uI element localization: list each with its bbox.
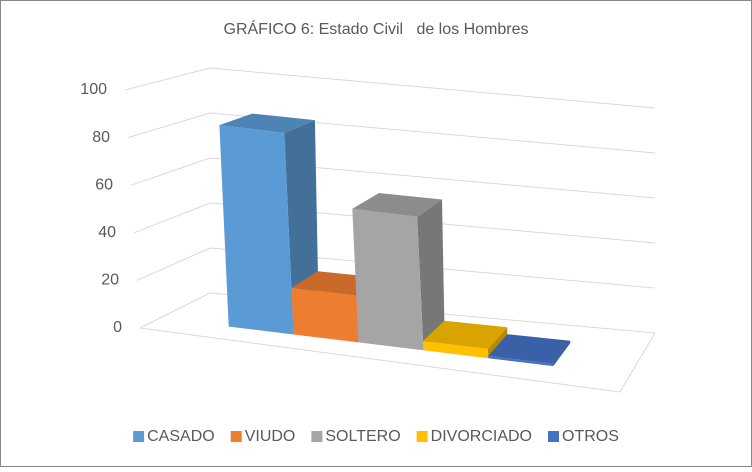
bar-top — [219, 113, 315, 133]
legend: CASADO VIUDO SOLTERO DIVORCIADO OTROS — [133, 428, 619, 445]
grid-line — [136, 247, 656, 289]
bar-side — [487, 327, 508, 359]
y-tick-label: 20 — [101, 272, 119, 289]
y-tick-label: 80 — [92, 129, 110, 146]
grid-line — [124, 67, 656, 109]
grid-line — [139, 292, 656, 334]
bar-side — [553, 340, 571, 367]
legend-swatch — [311, 431, 323, 442]
grid-line — [133, 202, 656, 244]
legend-swatch — [230, 431, 242, 442]
legend-label: VIUDO — [245, 428, 296, 445]
floor-edge — [139, 327, 656, 393]
bar-top — [488, 334, 571, 364]
legend-swatch — [416, 431, 428, 442]
bar — [352, 193, 445, 351]
bar — [488, 334, 571, 367]
bar-side — [417, 199, 445, 351]
bar — [423, 320, 508, 359]
legend-label: SOLTERO — [325, 428, 400, 445]
bar-front — [423, 341, 489, 359]
bar-front — [291, 287, 359, 343]
bar-top — [352, 193, 442, 217]
y-tick-label: 100 — [80, 81, 107, 98]
legend-label: OTROS — [562, 428, 619, 445]
y-tick-label: 60 — [95, 176, 113, 193]
legend-swatch — [133, 431, 145, 442]
legend-label: CASADO — [147, 428, 215, 445]
grid-line — [127, 112, 656, 154]
y-tick-label: 0 — [113, 319, 122, 336]
bar-front — [488, 355, 554, 367]
bar-front — [219, 125, 294, 335]
bar-top — [423, 320, 508, 349]
y-tick-label: 40 — [98, 224, 116, 241]
bar-front — [352, 208, 424, 351]
grid-line — [130, 157, 656, 199]
legend-swatch — [547, 431, 559, 442]
legend-label: DIVORCIADO — [431, 428, 532, 445]
chart-title: GRÁFICO 6: Estado Civil de los Hombres — [224, 19, 529, 38]
